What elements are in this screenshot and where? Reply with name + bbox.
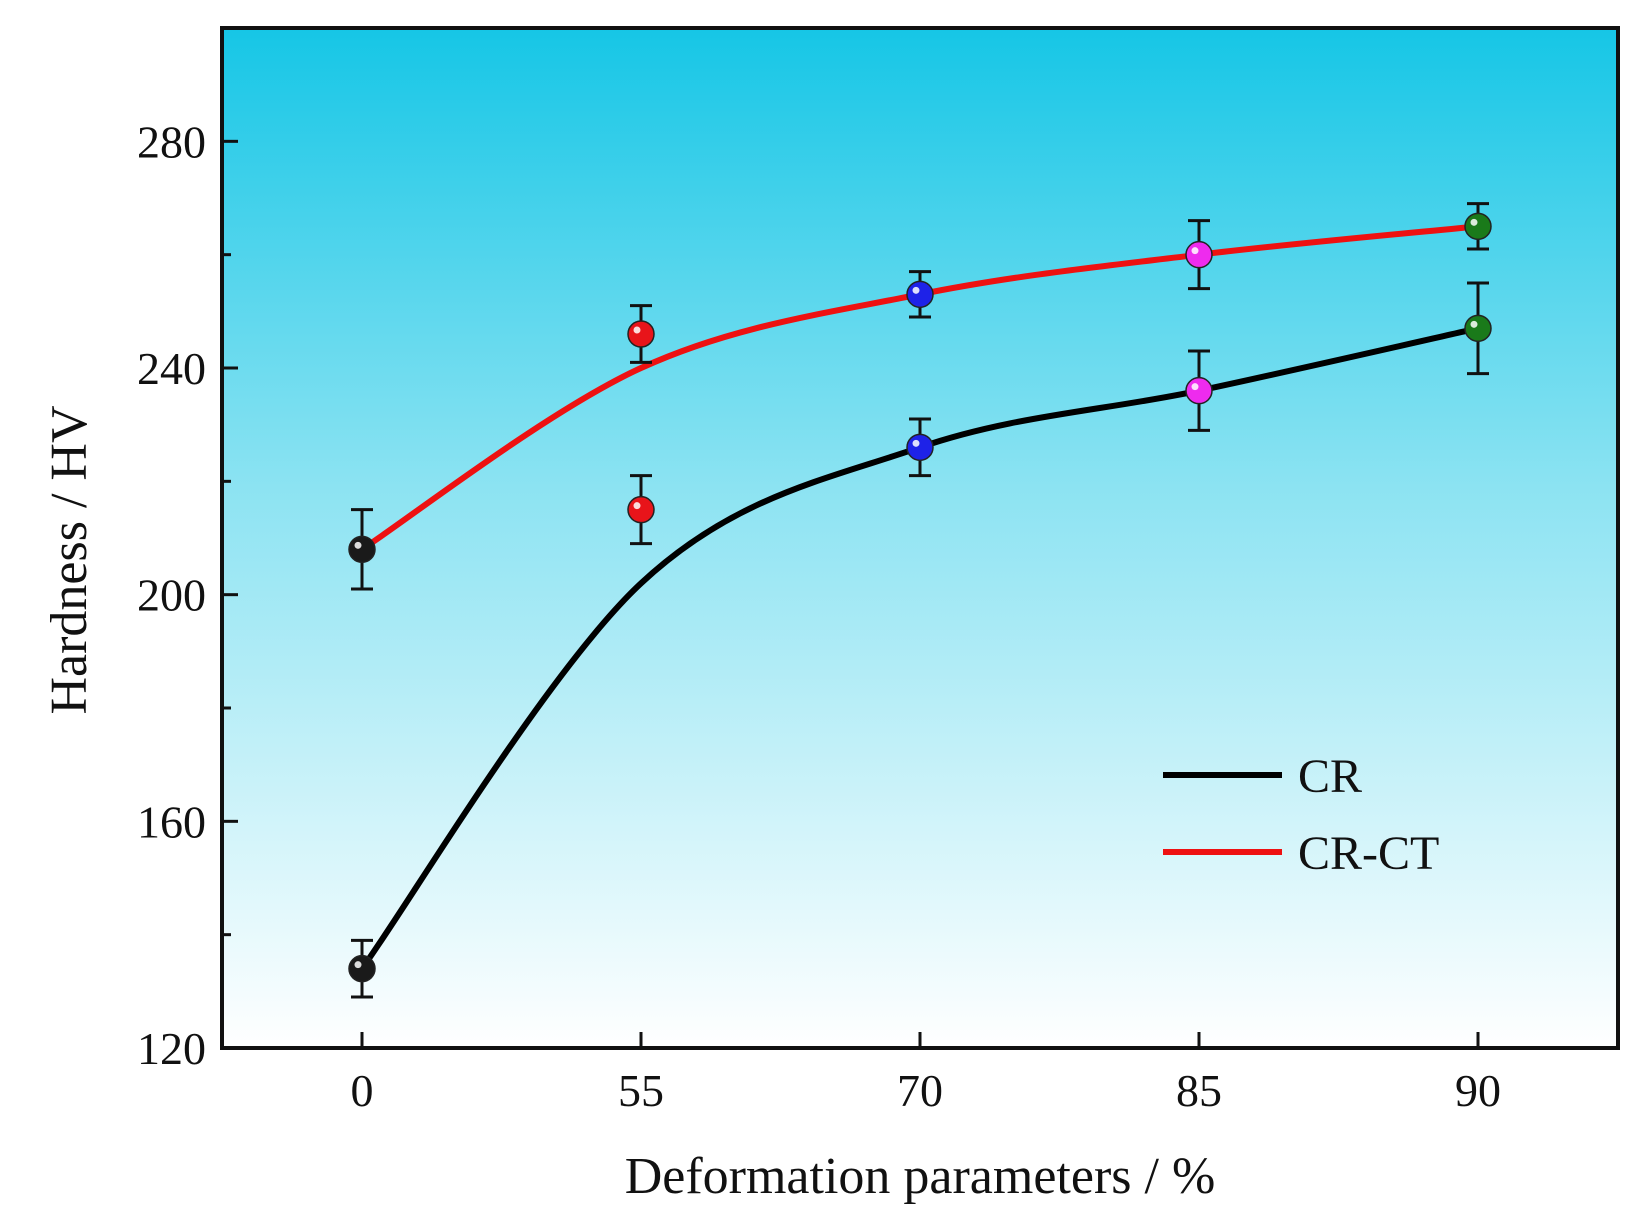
point-marker bbox=[1185, 376, 1213, 405]
point-highlight bbox=[1191, 247, 1199, 255]
point-marker bbox=[348, 954, 376, 983]
data-point-cr-ct bbox=[1185, 219, 1213, 291]
legend-label-cr-ct: CR-CT bbox=[1298, 827, 1439, 880]
data-point-cr bbox=[1185, 349, 1213, 432]
point-marker bbox=[906, 280, 934, 309]
point-highlight bbox=[1470, 218, 1478, 226]
point-marker bbox=[348, 535, 376, 564]
point-marker bbox=[627, 320, 655, 348]
data-point-cr bbox=[348, 938, 376, 999]
point-marker bbox=[906, 433, 934, 462]
point-highlight bbox=[354, 961, 362, 969]
data-point-cr bbox=[627, 474, 655, 546]
point-marker bbox=[1464, 212, 1492, 241]
data-point-cr-ct bbox=[906, 270, 934, 319]
y-tick-label: 160 bbox=[137, 796, 206, 847]
legend: CR CR-CT bbox=[1163, 750, 1439, 880]
y-tick-label: 120 bbox=[137, 1023, 206, 1074]
point-marker bbox=[627, 495, 655, 524]
legend-label-cr: CR bbox=[1298, 750, 1362, 803]
x-tick-label: 85 bbox=[1176, 1065, 1222, 1116]
data-point-cr bbox=[906, 417, 934, 478]
plot-background bbox=[222, 28, 1618, 1048]
point-highlight bbox=[633, 326, 641, 334]
x-axis-title: Deformation parameters / % bbox=[625, 1148, 1216, 1205]
plot-layer bbox=[348, 202, 1492, 999]
point-marker bbox=[1185, 240, 1213, 269]
x-tick-label: 90 bbox=[1455, 1065, 1501, 1116]
data-point-cr-ct bbox=[348, 508, 376, 591]
point-highlight bbox=[354, 541, 362, 549]
data-point-cr bbox=[1464, 281, 1492, 376]
y-tick-label: 240 bbox=[137, 343, 206, 394]
point-highlight bbox=[912, 286, 920, 294]
axis-layer: 120 160 200 240 280 0 55 70 85 90 bbox=[137, 116, 1501, 1116]
series-line-cr bbox=[359, 325, 1479, 971]
y-axis-title: Hardness / HV bbox=[41, 405, 98, 714]
data-point-cr-ct bbox=[627, 304, 655, 364]
x-tick-label: 70 bbox=[897, 1065, 943, 1116]
y-tick-label: 200 bbox=[137, 570, 206, 621]
x-tick-label: 55 bbox=[618, 1065, 664, 1116]
point-highlight bbox=[1470, 320, 1478, 328]
data-point-cr-ct bbox=[1464, 202, 1492, 251]
point-highlight bbox=[633, 502, 641, 510]
x-tick-label: 0 bbox=[351, 1065, 374, 1116]
point-highlight bbox=[1191, 383, 1199, 391]
point-highlight bbox=[912, 439, 920, 447]
point-marker bbox=[1464, 314, 1492, 343]
y-tick-label: 280 bbox=[137, 116, 206, 167]
